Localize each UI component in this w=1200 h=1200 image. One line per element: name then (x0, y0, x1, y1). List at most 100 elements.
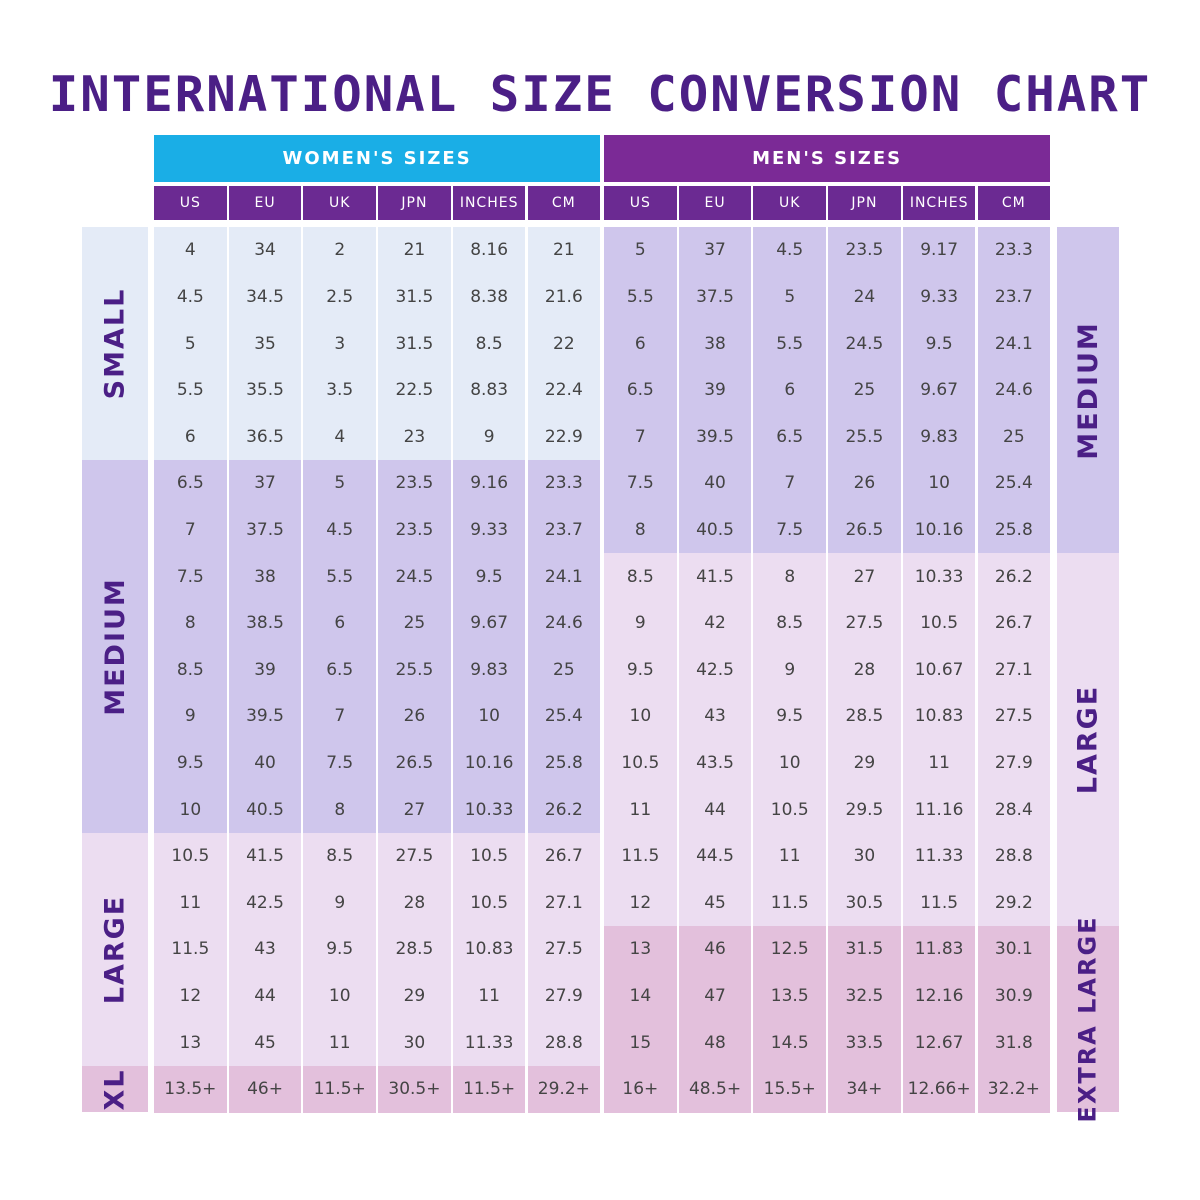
table-cell: 43.5 (678, 739, 752, 787)
table-cell: 25.5 (828, 413, 901, 461)
table-cell: 24.5 (828, 320, 901, 368)
table-cell: 27.5 (977, 693, 1051, 740)
table-cell: 5 (303, 460, 377, 507)
table-cell: 26.2 (977, 553, 1051, 601)
table-cell: 48 (678, 1019, 752, 1067)
table-cell: 24.1 (977, 320, 1051, 368)
table-cell: 41.5 (678, 553, 752, 601)
table-cell: 9 (452, 413, 526, 461)
mens-col-header: US (604, 186, 677, 220)
table-cell: 23.5 (378, 460, 451, 507)
table-cell: 11.33 (452, 1019, 526, 1067)
table-cell: 46 (678, 926, 752, 973)
table-cell: 43 (678, 693, 752, 740)
table-cell: 38.5 (228, 599, 302, 647)
table-cell: 24.6 (527, 599, 601, 647)
table-cell: 47 (678, 972, 752, 1020)
table-cell: 42.5 (678, 646, 752, 694)
band-label-text: LARGE (99, 894, 131, 1005)
table-cell: 11.5+ (303, 1065, 377, 1113)
table-cell: 46+ (228, 1065, 302, 1113)
table-cell: 7 (753, 460, 827, 507)
table-cell: 8 (604, 506, 677, 554)
table-cell: 22.5 (378, 366, 451, 414)
table-cell: 14 (604, 972, 677, 1020)
table-cell: 9 (753, 646, 827, 694)
table-cell: 24 (828, 273, 901, 321)
womens-col-header: INCHES (452, 186, 526, 220)
table-cell: 36.5 (228, 413, 302, 461)
table-cell: 5.5 (753, 320, 827, 368)
table-cell: 11.5+ (452, 1065, 526, 1113)
table-cell: 9.5 (303, 926, 377, 973)
table-cell: 14.5 (753, 1019, 827, 1067)
table-cell: 27 (378, 786, 451, 834)
table-cell: 6 (753, 366, 827, 414)
table-cell: 30 (828, 832, 901, 880)
table-cell: 8 (753, 553, 827, 601)
table-cell: 10 (753, 739, 827, 787)
band-label-text: LARGE (1072, 684, 1104, 795)
table-cell: 8.16 (452, 227, 526, 274)
table-cell: 40.5 (228, 786, 302, 834)
womens-col-header: US (154, 186, 227, 220)
table-cell: 10.5 (452, 832, 526, 880)
mens-col-header: JPN (828, 186, 901, 220)
table-cell: 9.5 (753, 693, 827, 740)
table-cell: 37 (678, 227, 752, 274)
table-cell: 4 (154, 227, 227, 274)
table-cell: 31.5 (378, 273, 451, 321)
table-cell: 12.67 (902, 1019, 976, 1067)
table-cell: 28.5 (828, 693, 901, 740)
table-cell: 24.1 (527, 553, 601, 601)
table-cell: 16+ (604, 1065, 677, 1113)
table-cell: 7.5 (154, 553, 227, 601)
table-cell: 39 (678, 366, 752, 414)
table-cell: 39 (228, 646, 302, 694)
chart-title: INTERNATIONAL SIZE CONVERSION CHART (48, 66, 1152, 123)
table-cell: 5.5 (303, 553, 377, 601)
table-cell: 25 (977, 413, 1051, 461)
table-cell: 26 (378, 693, 451, 740)
table-cell: 8.38 (452, 273, 526, 321)
table-cell: 7.5 (753, 506, 827, 554)
table-cell: 26.5 (828, 506, 901, 554)
table-cell: 12 (154, 972, 227, 1020)
womens-group-header: WOMEN'S SIZES (154, 135, 601, 182)
table-cell: 40.5 (678, 506, 752, 554)
table-cell: 9.16 (452, 460, 526, 507)
table-cell: 37.5 (228, 506, 302, 554)
mens-col-header: UK (753, 186, 827, 220)
table-cell: 11.5 (753, 879, 827, 927)
table-cell: 44.5 (678, 832, 752, 880)
table-cell: 11.5 (604, 832, 677, 880)
table-cell: 11 (753, 832, 827, 880)
table-cell: 10.83 (452, 926, 526, 973)
table-cell: 25.4 (527, 693, 601, 740)
table-cell: 11 (154, 879, 227, 927)
table-cell: 29.2+ (527, 1065, 601, 1113)
table-cell: 4.5 (154, 273, 227, 321)
table-cell: 10.33 (902, 553, 976, 601)
table-cell: 4.5 (303, 506, 377, 554)
womens-band-label: SMALL (82, 227, 148, 460)
table-cell: 37 (228, 460, 302, 507)
table-cell: 27.9 (977, 739, 1051, 787)
table-cell: 26.7 (527, 832, 601, 880)
table-cell: 25.8 (977, 506, 1051, 554)
table-cell: 23.5 (828, 227, 901, 274)
table-cell: 10.33 (452, 786, 526, 834)
table-cell: 23 (378, 413, 451, 461)
table-cell: 9.83 (452, 646, 526, 694)
table-cell: 11.83 (902, 926, 976, 973)
table-cell: 32.2+ (977, 1065, 1051, 1113)
mens-group-header: MEN'S SIZES (604, 135, 1051, 182)
table-cell: 22.4 (527, 366, 601, 414)
table-cell: 31.5 (378, 320, 451, 368)
table-cell: 30.9 (977, 972, 1051, 1020)
table-cell: 29 (828, 739, 901, 787)
band-label-text: XL (99, 1068, 131, 1111)
table-cell: 8.5 (154, 646, 227, 694)
table-cell: 33.5 (828, 1019, 901, 1067)
table-cell: 6.5 (753, 413, 827, 461)
